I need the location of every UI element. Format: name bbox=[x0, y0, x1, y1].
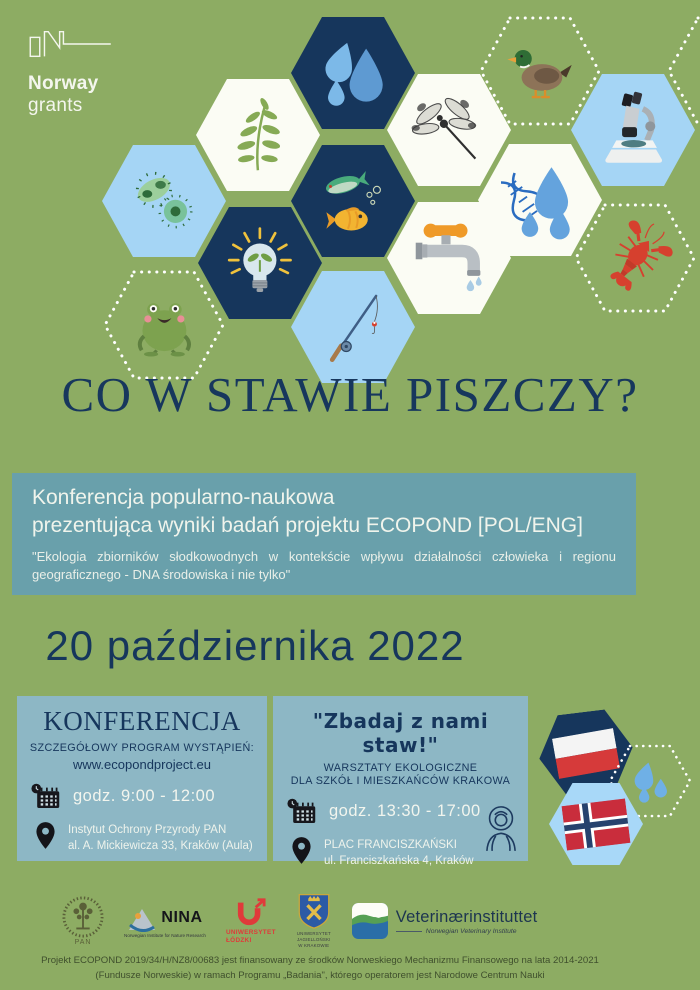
workshop-venue-row: PLAC FRANCISZKAŃSKI ul. Franciszkańska 4… bbox=[287, 836, 528, 869]
plant-branch-icon bbox=[237, 97, 281, 170]
hex-crayfish bbox=[573, 202, 697, 314]
veterinary-institute-logo: Veterinærinstituttet Norwegian Veterinar… bbox=[351, 903, 538, 939]
banner: Konferencja popularno-naukowa prezentują… bbox=[12, 473, 636, 595]
dotted-hex-outline bbox=[574, 203, 696, 313]
iop-pan-tree-icon bbox=[62, 896, 104, 938]
jagiellonian-crest-icon bbox=[298, 894, 330, 930]
workshop-time-row: godz. 13:30 - 17:00 bbox=[287, 798, 528, 825]
conference-title: KONFERENCJA bbox=[43, 706, 241, 736]
funding-line2: (Fundusze Norweskie) w ramach Programu „… bbox=[95, 969, 545, 981]
hex-poland-flag bbox=[534, 707, 637, 800]
hex-microscope bbox=[571, 74, 695, 186]
norway-grants-logo: Norway grants bbox=[28, 26, 114, 117]
event-date: 20 października 2022 bbox=[45, 622, 465, 669]
jagiellonian-university-logo: UNIWERSYTET JAGIELLOŃSKI W KRAKOWIE bbox=[296, 893, 332, 948]
funding-footer: Projekt ECOPOND 2019/34/H/NZ8/00683 jest… bbox=[10, 954, 630, 984]
conference-time-row: godz. 9:00 - 12:00 bbox=[31, 783, 267, 810]
norway-grants-sub: grants bbox=[28, 95, 83, 116]
partner-logos: PAN NINA Norwegian Institute for Nature … bbox=[62, 892, 537, 950]
fishing-rod-icon bbox=[330, 294, 378, 362]
university-of-lodz-icon bbox=[237, 898, 266, 926]
microbes-icon bbox=[136, 171, 193, 228]
lodz-line2: ŁÓDZKI bbox=[225, 937, 252, 944]
hex-frog bbox=[102, 269, 226, 381]
nina-icon bbox=[129, 909, 156, 932]
iop-pan-logo: PAN bbox=[62, 896, 104, 946]
conference-venue-line2: al. A. Mickiewicza 33, Kraków (Aula) bbox=[68, 840, 253, 853]
hex-duck bbox=[478, 15, 602, 127]
nina-caption: Norwegian Institute for Nature Research bbox=[124, 933, 206, 938]
crayfish-icon bbox=[610, 220, 673, 291]
banner-line2: prezentująca wyniki badań projektu ECOPO… bbox=[32, 514, 583, 537]
norway-grants-wordmark: Norway bbox=[28, 73, 99, 94]
workshop-panel: "Zbadaj z nami staw!" WARSZTATY EKOLOGIC… bbox=[273, 696, 528, 867]
veterinary-institute-name: Veterinærinstituttet bbox=[395, 907, 538, 926]
uj-line3: W KRAKOWIE bbox=[298, 942, 330, 948]
dotted-hex-outline bbox=[608, 744, 692, 818]
uj-line1: UNIWERSYTET bbox=[296, 931, 331, 937]
mallard-duck-icon bbox=[507, 49, 572, 99]
workshop-venue-line1: PLAC FRANCISZKAŃSKI bbox=[324, 839, 457, 851]
conference-venue-row: Instytut Ochrony Przyrody PAN al. A. Mic… bbox=[31, 821, 267, 854]
dotted-hex-outline bbox=[103, 270, 225, 380]
conference-url[interactable]: www.ecopondproject.eu bbox=[72, 757, 212, 772]
workshop-time: godz. 13:30 - 17:00 bbox=[329, 802, 481, 820]
workshop-title: "Zbadaj z nami staw!" bbox=[312, 709, 489, 757]
fish-pair-icon bbox=[326, 170, 382, 231]
microscope-icon bbox=[605, 91, 663, 163]
dotted-hex-outline bbox=[667, 16, 700, 126]
hex-microbes bbox=[102, 145, 226, 257]
conference-venue: Instytut Ochrony Przyrody PAN al. A. Mic… bbox=[68, 822, 253, 854]
workshop-venue: PLAC FRANCISZKAŃSKI ul. Franciszkańska 4… bbox=[324, 837, 474, 869]
poster-title: CO W STAWIE PISZCZY? bbox=[61, 367, 639, 422]
conference-time: godz. 9:00 - 12:00 bbox=[73, 787, 216, 805]
calendar-icon bbox=[31, 783, 60, 808]
conference-panel: KONFERENCJA SZCZEGÓŁOWY PROGRAM WYSTĄPIE… bbox=[17, 696, 267, 861]
university-of-lodz-logo: UNIWERSYTET ŁÓDZKI bbox=[226, 897, 276, 945]
veterinary-institute-caption: Norwegian Veterinary Institute bbox=[425, 927, 517, 935]
workshop-subtitle-line2: DLA SZKÓŁ I MIESZKAŃCÓW KRAKOWA bbox=[290, 775, 511, 787]
hex-drops-small bbox=[608, 744, 692, 818]
uj-line2: JAGIELLOŃSKI bbox=[296, 937, 331, 943]
nina-name: NINA bbox=[161, 909, 203, 926]
dna-drops-icon bbox=[501, 166, 570, 239]
hex-norway-flag bbox=[549, 783, 643, 865]
map-pin-icon bbox=[292, 837, 311, 864]
workshop-subtitle-line1: WARSZTATY EKOLOGICZNE bbox=[323, 762, 478, 774]
iop-pan-caption: PAN bbox=[74, 939, 92, 946]
banner-quote: "Ekologia zbiorników słodkowodnych w kon… bbox=[32, 549, 616, 582]
poland-flag-icon bbox=[552, 727, 620, 778]
hex-plant bbox=[196, 79, 320, 191]
water-drops-icon bbox=[325, 42, 383, 106]
dragonfly-icon bbox=[411, 97, 477, 159]
hex-partial-top-right bbox=[666, 15, 700, 127]
water-drops-small-icon bbox=[634, 762, 667, 803]
veterinary-institute-icon bbox=[351, 903, 388, 939]
conference-subtitle: SZCZEGÓŁOWY PROGRAM WYSTĄPIEŃ: bbox=[29, 742, 255, 754]
lodz-line1: UNIWERSYTET bbox=[225, 929, 276, 936]
nina-logo: NINA Norwegian Institute for Nature Rese… bbox=[124, 904, 206, 938]
water-tap-icon bbox=[415, 223, 482, 291]
conference-venue-line1: Instytut Ochrony Przyrody PAN bbox=[68, 824, 227, 836]
frog-icon bbox=[137, 303, 191, 357]
funding-line1: Projekt ECOPOND 2019/34/H/NZ8/00683 jest… bbox=[41, 955, 599, 966]
workshop-venue-line2: ul. Franciszkańska 4, Kraków bbox=[324, 855, 474, 868]
norway-flag-icon bbox=[561, 797, 631, 851]
norway-grants-n-icon bbox=[29, 30, 111, 58]
map-pin-icon bbox=[36, 822, 55, 849]
hex-fish bbox=[291, 145, 415, 257]
lightbulb-sprout-icon bbox=[228, 226, 292, 292]
st-francis-monk-icon bbox=[486, 806, 516, 851]
divider bbox=[395, 930, 422, 932]
calendar-icon bbox=[287, 798, 316, 823]
dotted-hex-outline bbox=[479, 16, 601, 126]
banner-line1: Konferencja popularno-naukowa bbox=[32, 486, 335, 509]
hex-water-drops bbox=[291, 17, 415, 129]
